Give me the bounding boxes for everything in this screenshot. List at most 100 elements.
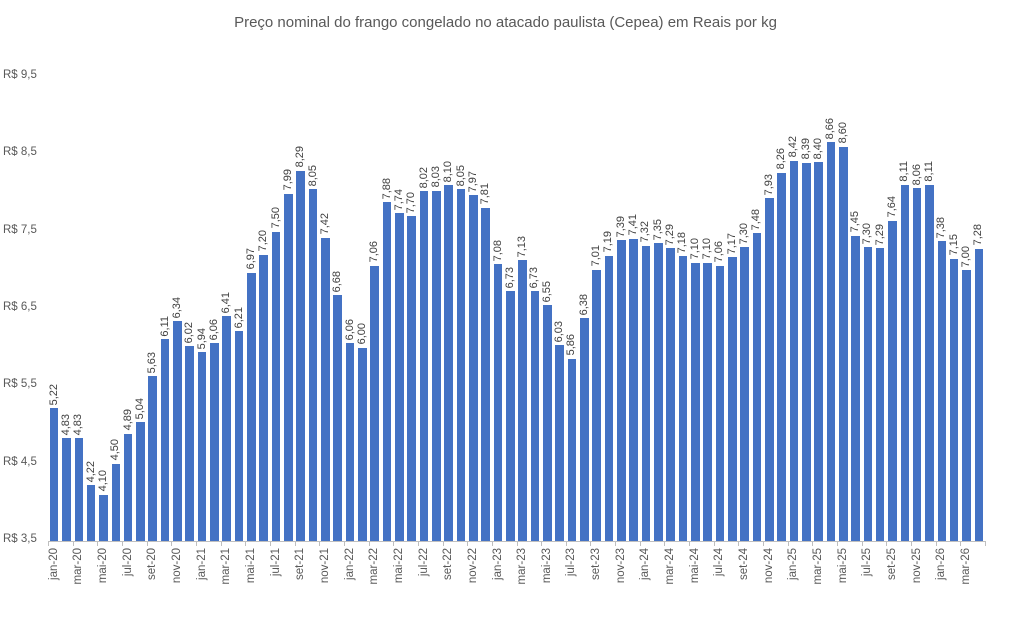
bar-value-label: 8,05 bbox=[454, 164, 467, 187]
bar-value-label: 7,06 bbox=[713, 241, 726, 263]
bar-value-label: 6,00 bbox=[355, 323, 368, 345]
x-axis-tick bbox=[615, 541, 617, 546]
bar-value-label: 8,42 bbox=[787, 136, 800, 158]
bar-value-label: 7,06 bbox=[368, 241, 381, 263]
bar-value-label: 7,99 bbox=[281, 169, 294, 191]
x-axis-tick bbox=[368, 541, 370, 546]
chart-title: Preço nominal do frango congelado no ata… bbox=[234, 14, 777, 31]
bar-value-label: 8,11 bbox=[923, 160, 936, 182]
bar bbox=[370, 265, 379, 541]
bar bbox=[197, 352, 207, 541]
bar bbox=[888, 220, 897, 541]
bar bbox=[345, 343, 355, 541]
bar-value-label: 7,35 bbox=[651, 218, 664, 241]
bar-value-label: 8,40 bbox=[812, 137, 825, 160]
y-axis-label: R$ 6,5 bbox=[3, 301, 37, 313]
bar bbox=[247, 272, 256, 541]
bar bbox=[543, 305, 552, 541]
x-axis-tick bbox=[467, 541, 469, 546]
x-axis-label: nov-24 bbox=[762, 548, 775, 584]
x-axis-label: jul-21 bbox=[269, 548, 282, 577]
x-axis-tick bbox=[911, 541, 913, 546]
x-axis-tick bbox=[146, 541, 148, 546]
x-axis-tick bbox=[516, 541, 518, 546]
bar-value-label: 8,66 bbox=[824, 117, 837, 139]
x-axis-label: mar-24 bbox=[664, 548, 677, 585]
bar-value-label: 8,03 bbox=[429, 166, 442, 188]
bar bbox=[814, 162, 823, 541]
x-axis-label: jul-22 bbox=[417, 548, 430, 577]
x-axis-tick bbox=[343, 541, 345, 546]
bar bbox=[752, 233, 762, 541]
x-axis-label: nov-23 bbox=[614, 548, 627, 584]
x-axis-label: nov-25 bbox=[910, 548, 923, 584]
bar-value-label: 7,17 bbox=[725, 232, 738, 255]
y-axis-label: R$ 4,5 bbox=[3, 455, 37, 468]
bar bbox=[727, 257, 737, 541]
bar bbox=[506, 291, 515, 541]
x-axis-tick bbox=[442, 541, 444, 546]
bar bbox=[284, 193, 293, 541]
bar bbox=[74, 438, 84, 541]
bar bbox=[493, 264, 503, 541]
x-axis-label: jan-24 bbox=[639, 548, 652, 580]
x-axis-tick bbox=[319, 541, 321, 546]
x-axis-label: mar-26 bbox=[960, 548, 972, 585]
y-axis-label: R$ 3,5 bbox=[3, 533, 37, 545]
x-axis-tick bbox=[541, 541, 543, 546]
x-axis-tick bbox=[763, 541, 765, 546]
x-axis-label: nov-22 bbox=[466, 548, 479, 584]
bar bbox=[407, 216, 416, 541]
bar bbox=[136, 421, 145, 541]
bar bbox=[629, 238, 638, 541]
y-axis-label: R$ 5,5 bbox=[3, 378, 37, 391]
x-axis-tick bbox=[590, 541, 592, 546]
bar bbox=[173, 321, 182, 541]
bar bbox=[333, 295, 343, 541]
bar-value-label: 6,41 bbox=[220, 291, 233, 313]
x-axis-label: jan-22 bbox=[343, 548, 356, 580]
y-axis-label: R$ 7,5 bbox=[3, 223, 37, 236]
bar bbox=[555, 345, 564, 541]
bar-value-label: 5,63 bbox=[146, 351, 159, 374]
bar bbox=[604, 255, 614, 541]
x-axis-label: jan-26 bbox=[935, 548, 948, 580]
bar bbox=[444, 185, 453, 541]
bar-value-label: 7,30 bbox=[861, 222, 874, 245]
x-axis-label: mai-23 bbox=[540, 548, 553, 584]
x-axis-tick bbox=[220, 541, 222, 546]
bar bbox=[86, 485, 96, 541]
bar bbox=[271, 231, 281, 541]
x-axis-label: mai-20 bbox=[96, 548, 109, 584]
bar-value-label: 7,18 bbox=[676, 232, 689, 254]
bar-value-label: 4,50 bbox=[109, 439, 122, 461]
bar-value-label: 7,15 bbox=[947, 234, 960, 256]
x-axis-tick bbox=[935, 541, 937, 546]
bar bbox=[481, 207, 490, 541]
x-axis-label: jan-21 bbox=[195, 548, 208, 580]
bar-value-label: 4,89 bbox=[121, 409, 134, 431]
x-axis-tick bbox=[121, 541, 123, 546]
bar-value-label: 7,28 bbox=[972, 224, 985, 246]
bar bbox=[185, 346, 195, 541]
x-axis-label: mar-22 bbox=[368, 548, 381, 585]
x-axis-tick bbox=[985, 541, 986, 546]
x-axis-tick bbox=[689, 541, 691, 546]
bar-value-label: 7,93 bbox=[762, 174, 775, 196]
bar-value-label: 6,34 bbox=[170, 296, 183, 319]
bar bbox=[740, 247, 749, 541]
bar bbox=[210, 343, 219, 541]
bar-value-label: 7,19 bbox=[602, 231, 615, 253]
bar-value-label: 7,81 bbox=[479, 183, 492, 205]
bar-value-label: 6,68 bbox=[331, 270, 344, 293]
bar bbox=[469, 195, 478, 541]
x-axis-tick bbox=[48, 541, 49, 546]
x-axis-label: set-22 bbox=[442, 548, 455, 580]
bar bbox=[148, 376, 158, 541]
bar bbox=[419, 191, 429, 541]
bar bbox=[567, 358, 577, 541]
bar-value-label: 7,74 bbox=[392, 188, 405, 211]
x-axis-tick bbox=[195, 541, 197, 546]
x-axis-tick bbox=[639, 541, 641, 546]
bar-value-label: 8,11 bbox=[898, 160, 911, 182]
